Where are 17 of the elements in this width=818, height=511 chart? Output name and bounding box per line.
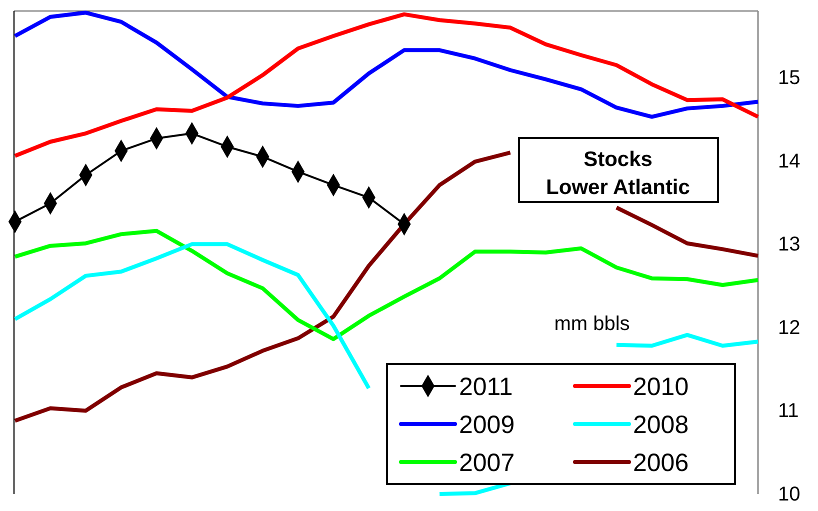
y-axis-title: mm bbls xyxy=(554,313,630,335)
legend-label: 2008 xyxy=(633,411,689,439)
line-series xyxy=(13,10,760,119)
y-tick-label: 13 xyxy=(778,234,800,256)
text: Stocks xyxy=(584,148,652,171)
y-tick-label: 15 xyxy=(778,67,800,90)
line-series xyxy=(13,228,760,342)
y-tick-label: 10 xyxy=(778,483,800,506)
legend-label: 2010 xyxy=(633,373,689,401)
legend-label: 2007 xyxy=(459,449,515,477)
y-tick-label: 12 xyxy=(778,316,800,339)
legend-label: 2009 xyxy=(459,411,515,439)
y-tick-label: 14 xyxy=(778,150,800,172)
y-tick-label: 11 xyxy=(778,400,799,422)
legend-label: 2011 xyxy=(459,373,513,401)
text: Lower Atlantic xyxy=(546,176,690,199)
legend-label: 2006 xyxy=(633,449,689,477)
